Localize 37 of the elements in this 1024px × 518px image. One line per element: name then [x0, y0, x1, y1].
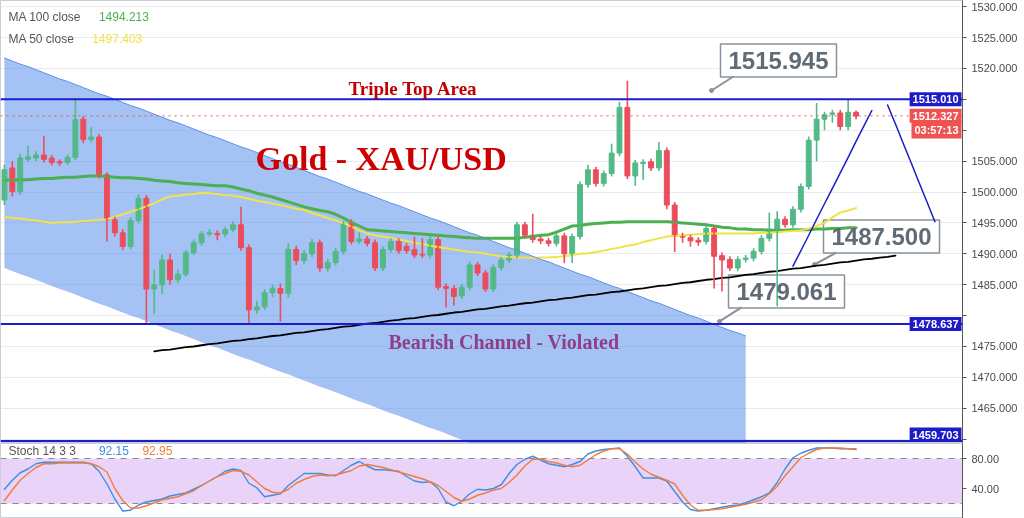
annotation: 92.15 — [98, 444, 130, 458]
annotation: 1487.500 — [831, 223, 932, 250]
y-tick-label: 1500.000 — [971, 186, 1018, 199]
annotation: 1497.403 — [92, 32, 143, 46]
annotation: MA 50 close — [8, 31, 75, 46]
y-tick-label: 1530.000 — [971, 0, 1018, 13]
candlestick — [821, 110, 828, 132]
text: Gold - XAU/USD — [255, 140, 507, 177]
annotation: Bearish Channel - Violated — [388, 330, 620, 353]
line-series — [153, 254, 897, 353]
y-tick-label: 1465.000 — [971, 402, 1018, 415]
y-tick-label: 1470.000 — [971, 371, 1018, 384]
annotation: 1494.213 — [98, 10, 150, 24]
y-tick-label: 1505.000 — [971, 155, 1018, 168]
candlestick — [616, 101, 623, 157]
annotation: 1515.945 — [728, 47, 829, 74]
ref-line-label: 1515.010 — [912, 93, 959, 106]
y-tick-label: 1475.000 — [971, 340, 1018, 353]
y-tick-label: 1485.000 — [971, 278, 1018, 291]
candlestick — [1, 164, 8, 206]
y-tick-label: 1490.000 — [971, 247, 1018, 260]
ref-line-label: 1459.703 — [912, 428, 959, 441]
y-tick-label: 1495.000 — [971, 216, 1018, 229]
y-tick-label: 40.00 — [971, 482, 1000, 495]
annotation: MA 100 close — [8, 9, 81, 24]
annotation: Triple Top Area — [348, 78, 478, 99]
annotation: Stoch 14 3 3 — [8, 443, 77, 458]
annotation: 92.95 — [142, 444, 173, 458]
candlestick — [277, 282, 284, 323]
ref-line-label: 1478.637 — [912, 318, 959, 331]
ref-line-label: 1512.327 — [912, 109, 959, 122]
y-tick-label: 1520.000 — [971, 62, 1018, 75]
y-tick-label: 80.00 — [971, 452, 1000, 465]
y-tick-label: 1525.000 — [971, 31, 1018, 44]
annotation: 03:57:13 — [914, 123, 959, 136]
candlestick — [340, 220, 347, 256]
candlestick — [482, 269, 489, 293]
